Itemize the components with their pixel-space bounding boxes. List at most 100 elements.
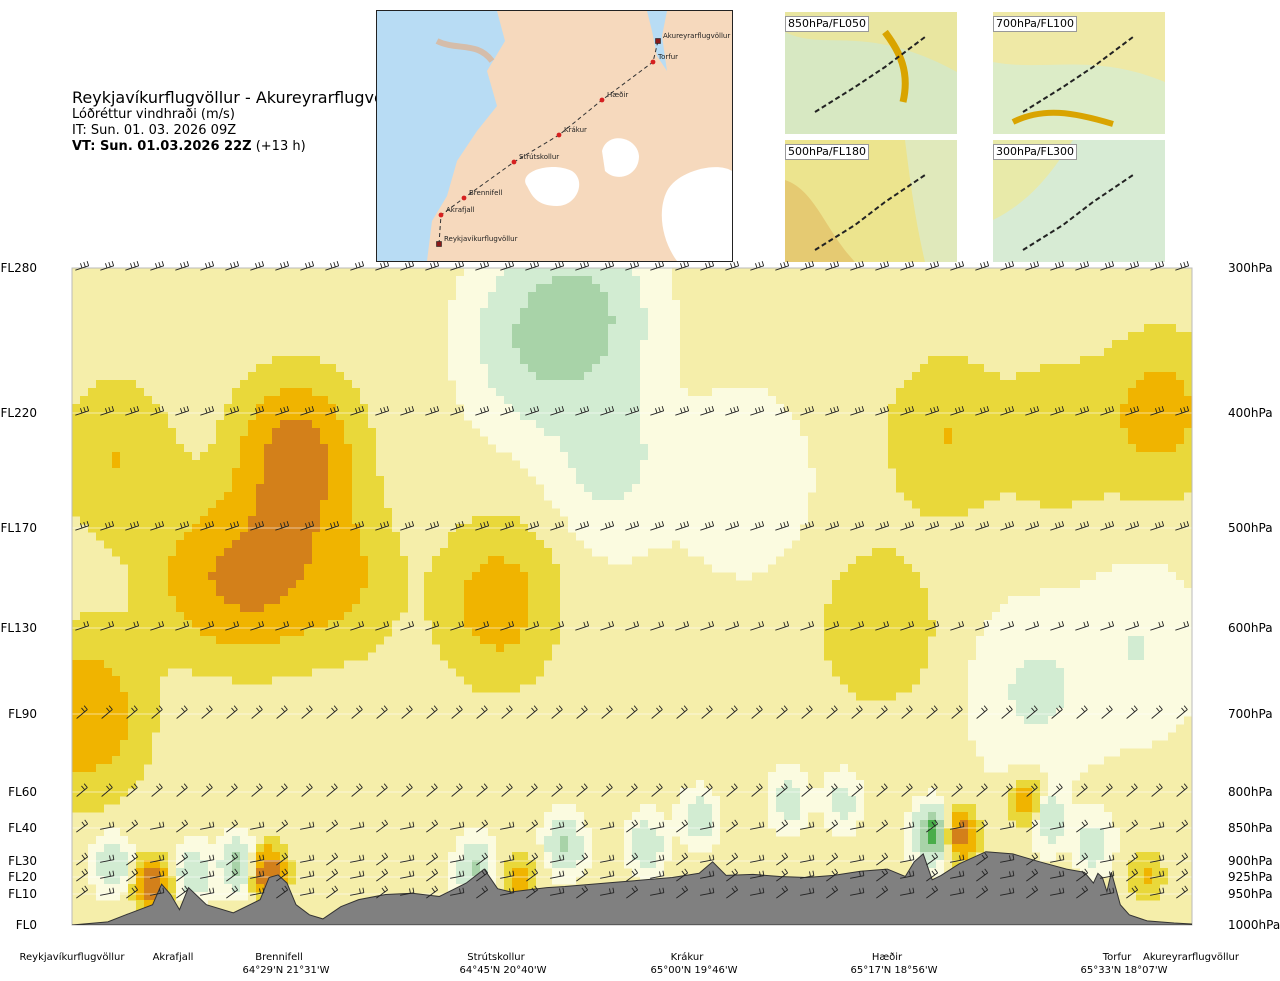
w-field-cell bbox=[232, 484, 256, 493]
w-field-cell bbox=[224, 548, 312, 557]
w-field-cell bbox=[888, 412, 1120, 421]
w-field-cell bbox=[328, 444, 352, 453]
w-field-cell bbox=[184, 612, 344, 621]
wind-barb bbox=[826, 819, 839, 833]
w-field-cell bbox=[328, 484, 352, 493]
w-field-cell bbox=[824, 604, 928, 613]
w-field-cell bbox=[136, 900, 144, 909]
wind-barb bbox=[800, 520, 815, 531]
wind-barb bbox=[575, 260, 590, 271]
w-field-cell bbox=[360, 532, 400, 541]
wind-barb bbox=[1075, 260, 1090, 271]
level-map-850-route bbox=[814, 36, 926, 113]
wind-barb bbox=[350, 870, 365, 879]
w-field-cell bbox=[280, 636, 384, 645]
wind-barb bbox=[975, 260, 990, 271]
w-field-cell bbox=[480, 348, 520, 357]
wind-barb bbox=[825, 405, 840, 416]
w-field-cell bbox=[912, 796, 944, 805]
wind-barb bbox=[575, 620, 590, 631]
wind-barb bbox=[850, 620, 865, 631]
w-field-cell bbox=[256, 892, 264, 901]
wind-barb bbox=[375, 620, 390, 631]
map-route-line bbox=[438, 40, 659, 245]
w-field-cell bbox=[232, 388, 280, 397]
w-field-cell bbox=[344, 428, 376, 437]
w-field-cell bbox=[912, 500, 984, 509]
w-field-cell bbox=[176, 884, 184, 893]
w-field-cell bbox=[328, 492, 352, 501]
w-field-cell bbox=[1176, 444, 1192, 453]
w-field-cell bbox=[912, 812, 928, 821]
w-field-cell bbox=[128, 724, 160, 733]
w-field-cell bbox=[848, 684, 912, 693]
wind-barb bbox=[350, 520, 365, 531]
wind-barb bbox=[101, 783, 113, 797]
wind-barb bbox=[776, 885, 789, 899]
wind-barb bbox=[76, 819, 89, 833]
w-field-cell bbox=[456, 292, 488, 301]
w-field-cell bbox=[888, 436, 944, 445]
w-field-cell bbox=[232, 468, 264, 477]
w-field-cell bbox=[112, 548, 176, 557]
wind-barb bbox=[500, 821, 515, 830]
w-field-cell bbox=[96, 852, 128, 861]
w-field-cell bbox=[832, 668, 920, 677]
w-field-cell bbox=[616, 316, 648, 325]
w-field-cell bbox=[280, 388, 312, 397]
w-field-cell bbox=[296, 580, 368, 589]
w-field-cell bbox=[144, 860, 160, 869]
wind-barb bbox=[1000, 405, 1015, 416]
w-field-cell bbox=[784, 812, 800, 821]
w-field-cell bbox=[432, 556, 488, 565]
wind-barb bbox=[750, 620, 765, 631]
w-field-cell bbox=[1032, 804, 1040, 813]
wind-barb bbox=[1025, 620, 1040, 631]
wind-barb bbox=[700, 405, 715, 416]
w-field-cell bbox=[640, 428, 800, 437]
wind-barb bbox=[1000, 821, 1015, 830]
wind-barb bbox=[525, 405, 540, 416]
w-field-cell bbox=[976, 828, 984, 837]
w-field-cell bbox=[968, 828, 976, 837]
w-field-cell bbox=[968, 692, 1008, 701]
w-field-cell bbox=[248, 372, 344, 381]
w-field-cell bbox=[72, 428, 176, 437]
wind-barb bbox=[826, 783, 838, 797]
w-field-cell bbox=[560, 508, 808, 517]
wind-barb bbox=[876, 819, 889, 833]
wind-barb bbox=[1150, 260, 1165, 271]
w-field-cell bbox=[544, 820, 552, 829]
y-left-tick: FL40 bbox=[8, 821, 37, 835]
wind-barb bbox=[1000, 854, 1015, 863]
w-field-cell bbox=[624, 860, 640, 869]
w-field-cell bbox=[160, 876, 168, 885]
w-field-cell bbox=[832, 796, 856, 805]
w-field-cell bbox=[968, 812, 976, 821]
w-field-cell bbox=[464, 620, 528, 629]
w-field-cell bbox=[128, 588, 168, 597]
w-field-cell bbox=[1080, 836, 1104, 845]
w-field-cell bbox=[840, 764, 848, 773]
w-field-cell bbox=[488, 852, 496, 861]
w-field-cell bbox=[288, 588, 360, 597]
w-field-cell bbox=[320, 508, 352, 517]
w-field-cell bbox=[624, 836, 632, 845]
w-field-cell bbox=[608, 324, 648, 333]
w-field-cell bbox=[640, 340, 680, 349]
wind-barb bbox=[900, 821, 915, 830]
w-field-cell bbox=[464, 596, 528, 605]
w-field-cell bbox=[1064, 684, 1192, 693]
w-field-cell bbox=[1040, 364, 1192, 373]
wind-barb bbox=[801, 783, 813, 797]
y-left-tick: FL220 bbox=[1, 406, 38, 420]
wind-barb bbox=[200, 405, 215, 416]
w-field-cell bbox=[120, 876, 128, 885]
wind-barb bbox=[1050, 870, 1065, 879]
w-field-cell bbox=[920, 852, 944, 861]
wind-barb bbox=[750, 260, 765, 271]
waypoint-name: Reykjavíkurflugvöllur bbox=[20, 951, 126, 963]
map-waypoints: Akureyrarflugvöllur Torfur Hæðir Krákur Strú… bbox=[436, 32, 730, 247]
w-field-cell bbox=[912, 820, 920, 829]
wind-barb bbox=[226, 868, 239, 882]
